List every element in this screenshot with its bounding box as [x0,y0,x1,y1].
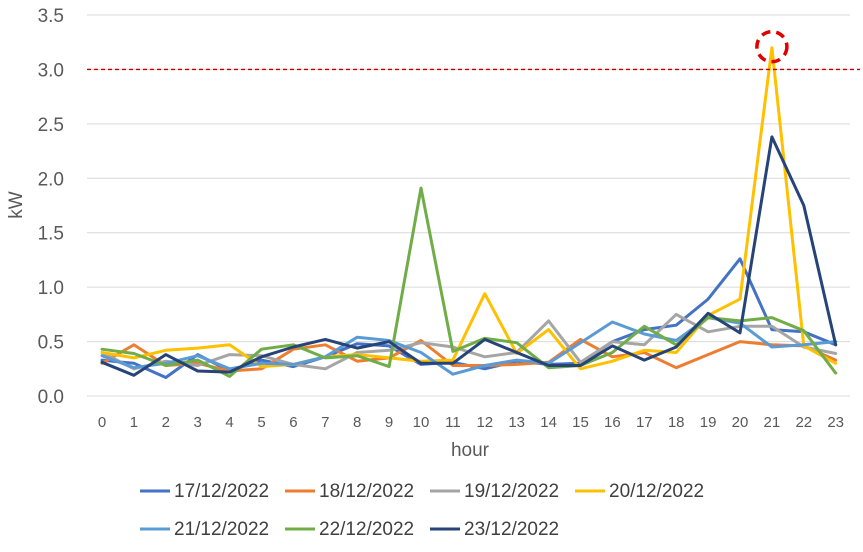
x-tick-label: 17 [636,414,653,431]
x-tick-label: 0 [98,414,106,431]
y-tick-label: 2.5 [38,115,64,136]
x-tick-label: 8 [353,414,361,431]
y-tick-label: 0.0 [38,387,64,408]
legend-label: 17/12/2022 [174,481,269,502]
x-tick-label: 14 [540,414,557,431]
x-tick-label: 4 [225,414,233,431]
legend-item: 20/12/2022 [575,481,704,502]
legend-label: 22/12/2022 [319,519,414,540]
x-tick-label: 3 [194,414,202,431]
x-tick-label: 15 [572,414,589,431]
x-tick-label: 18 [668,414,685,431]
legend-label: 19/12/2022 [464,481,559,502]
y-axis-title: kW [6,191,27,219]
peak-highlight [755,29,789,64]
y-axis-ticks: 0.0 0.5 1.0 1.5 2.0 2.5 3.0 3.5 [38,6,64,408]
legend-item: 19/12/2022 [430,481,559,502]
y-tick-label: 3.5 [38,6,64,27]
x-tick-label: 6 [289,414,297,431]
x-tick-label: 2 [162,414,170,431]
x-tick-label: 13 [508,414,525,431]
x-tick-label: 5 [257,414,265,431]
legend-item: 18/12/2022 [285,481,414,502]
x-tick-label: 7 [321,414,329,431]
series-line [100,135,838,377]
series-line [100,46,838,371]
legend-item: 22/12/2022 [285,519,414,540]
x-tick-label: 23 [827,414,844,431]
x-tick-label: 16 [604,414,621,431]
y-tick-label: 1.0 [38,278,64,299]
x-tick-label: 19 [700,414,717,431]
peak-highlight-circle [755,29,789,64]
x-tick-label: 1 [130,414,138,431]
series-line [100,337,838,373]
x-tick-label: 20 [732,414,749,431]
x-axis-ticks: 0 1 2 3 4 5 6 7 8 9 10 11 12 13 14 15 16 17 18 19 20 21 22 23 [98,414,844,431]
x-tick-label: 9 [385,414,393,431]
gridlines [87,14,850,397]
legend-item: 21/12/2022 [140,519,269,540]
x-tick-label: 22 [795,414,812,431]
y-tick-label: 3.0 [38,60,64,81]
series-lines [100,46,838,379]
y-tick-label: 1.5 [38,224,64,245]
y-tick-label: 2.0 [38,169,64,190]
x-tick-label: 11 [445,414,461,431]
legend-label: 20/12/2022 [609,481,704,502]
legend: 17/12/2022 18/12/2022 19/12/2022 20/12/2022… [140,481,704,540]
x-axis-title: hour [451,440,490,461]
legend-label: 23/12/2022 [464,519,559,540]
x-tick-label: 10 [413,414,430,431]
legend-item: 23/12/2022 [430,519,559,540]
legend-item: 17/12/2022 [140,481,269,502]
legend-label: 21/12/2022 [174,519,269,540]
y-tick-label: 0.5 [38,333,64,354]
x-tick-label: 12 [476,414,493,431]
x-tick-label: 21 [764,414,781,431]
legend-label: 18/12/2022 [319,481,414,502]
